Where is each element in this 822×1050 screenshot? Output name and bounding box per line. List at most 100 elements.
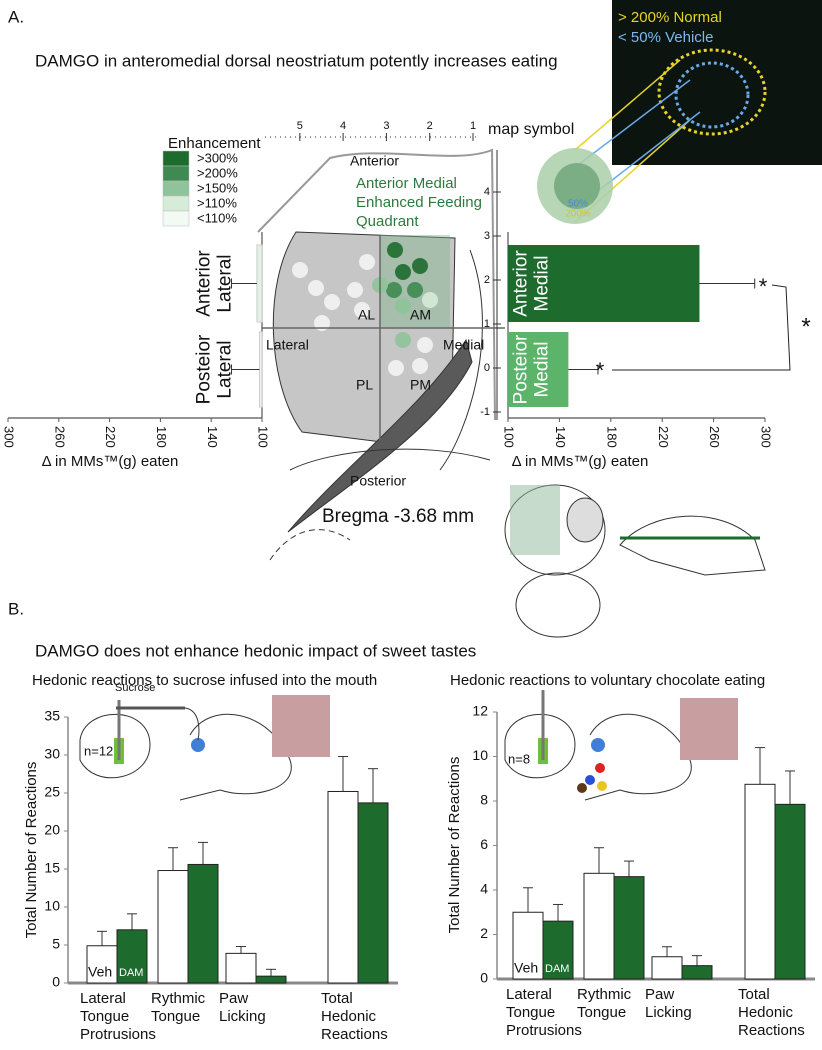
text-line: Anterior Medial [356, 175, 457, 192]
bar [774, 803, 806, 980]
symbol-title: map symbol [488, 121, 574, 138]
symbol-label: 200% [565, 209, 591, 220]
x-tick-label: 140 [205, 426, 220, 448]
map-tick-label: 1 [484, 318, 490, 330]
legend-label: >150% [197, 180, 238, 195]
x-tick-label: Total Hedonic Reactions [738, 986, 805, 1039]
chocolate [577, 783, 587, 793]
site [292, 262, 308, 278]
site [308, 280, 324, 296]
inset-label: < 50% Vehicle [618, 29, 714, 46]
text-line: Reactions [738, 1022, 805, 1039]
text-line: Reactions [321, 1026, 388, 1043]
connector [574, 59, 681, 151]
x-tick-label: Total Hedonic Reactions [321, 990, 388, 1043]
text-line: Lateral [215, 340, 236, 398]
bar [583, 872, 615, 980]
text-line: Licking [219, 1008, 266, 1025]
text-line: Total [321, 990, 353, 1007]
bar [512, 911, 544, 980]
map-tick-label: 3 [484, 230, 490, 242]
y-tick-label: 20 [44, 822, 60, 838]
category-label: AnteriorLateral [194, 250, 236, 317]
text-line: Posteior [511, 334, 532, 404]
map-tick-label: 3 [383, 120, 389, 132]
category-label: AnteriorMedial [511, 250, 553, 317]
outline [269, 529, 351, 561]
chocolate [585, 775, 595, 785]
text-line: Medial [532, 256, 553, 312]
capsule [287, 338, 473, 533]
text-line: Rythmic [577, 986, 632, 1003]
symbol-inner [554, 163, 600, 209]
text-line: Anterior [511, 250, 532, 317]
bar [258, 331, 263, 408]
site [407, 282, 423, 298]
text-line: Tongue [506, 1004, 555, 1021]
text-line: Enhanced Feeding [356, 194, 482, 211]
map-label: AM [410, 307, 431, 323]
text-line: Tongue [80, 1008, 129, 1025]
y-tick-label: 0 [52, 974, 60, 990]
map-label: Lateral [266, 337, 309, 353]
text-line: Rythmic [151, 990, 206, 1007]
category-label: PosteiorMedial [511, 334, 553, 404]
bracket [612, 284, 791, 371]
legend-swatch [162, 165, 190, 182]
n-label: n=8 [508, 751, 530, 766]
site [359, 254, 375, 270]
panel-title: DAMGO does not enhance hedonic impact of… [35, 641, 476, 660]
vehicle-outline [674, 61, 750, 129]
text-line: Protrusions [80, 1026, 156, 1043]
bar [225, 952, 257, 984]
site [395, 264, 411, 280]
site [387, 242, 403, 258]
head [191, 738, 205, 752]
y-tick-label: 6 [480, 836, 488, 852]
inset-image [612, 0, 822, 165]
tube [184, 707, 200, 741]
photo [272, 695, 330, 757]
map-tick-label: -1 [480, 406, 490, 418]
bar [86, 945, 118, 984]
site [386, 282, 402, 298]
x-axis-label: Δ in MMs™(g) eaten [42, 453, 179, 470]
outline [289, 448, 491, 471]
legend-title: Enhancement [168, 135, 261, 152]
site [395, 332, 411, 348]
chart-title: Hedonic reactions to sucrose infused int… [32, 672, 377, 689]
x-tick-label: Rythmic Tongue [151, 990, 206, 1025]
bar [542, 920, 574, 980]
site [412, 258, 428, 274]
y-tick-label: 2 [480, 925, 488, 941]
text-line: Protrusions [506, 1022, 582, 1039]
annotation: * [801, 313, 810, 340]
text-line: Lateral [80, 990, 126, 1007]
text-line: Posteior [194, 334, 215, 404]
highlight [510, 485, 560, 555]
chocolate [595, 763, 605, 773]
bar [187, 863, 219, 984]
panel-title: DAMGO in anteromedial dorsal neostriatum… [35, 51, 558, 70]
connector [577, 79, 691, 166]
y-tick-label: 25 [44, 784, 60, 800]
x-tick-label: 100 [502, 426, 517, 448]
legend-swatch [162, 180, 190, 197]
site [388, 360, 404, 376]
bar [508, 245, 700, 322]
text-line: Paw [645, 986, 674, 1003]
series-label: DAM [545, 963, 569, 975]
bar [613, 876, 645, 980]
site [417, 337, 433, 353]
legend-swatch [162, 195, 190, 212]
panel-label: B. [8, 599, 24, 618]
legend: >300%>200%>150%>110%<110% [162, 150, 238, 227]
map-label: Anterior Medial Enhanced Feeding Quadrant [356, 175, 482, 230]
bar [651, 956, 683, 980]
x-tick-label: 260 [707, 426, 722, 448]
map-label: Medial [443, 337, 484, 353]
bar [157, 870, 189, 984]
outline [257, 148, 496, 421]
x-tick-label: Rythmic Tongue [577, 986, 632, 1021]
